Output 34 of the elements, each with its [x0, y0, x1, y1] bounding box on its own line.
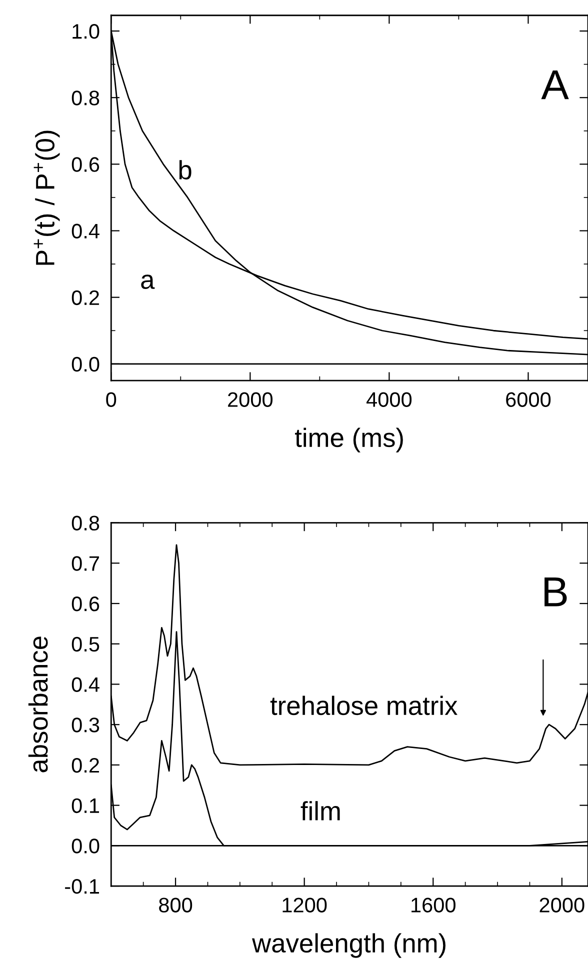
annotation: B: [544, 578, 567, 606]
x-tick-label: 6000: [506, 392, 551, 407]
y-tick-label: 1.0: [72, 24, 100, 39]
y-tick-label: 0.2: [72, 758, 99, 773]
y-tick-label: 0.0: [72, 356, 100, 372]
y-tick-label: 0.6: [72, 596, 100, 612]
x-tick-label: 1200: [282, 898, 327, 912]
y-tick-label: 0.0: [72, 838, 100, 854]
x-tick-label: 2000: [540, 898, 584, 912]
annotation: a: [141, 274, 155, 290]
y-tick-label: 0.4: [72, 224, 100, 239]
x-tick-label: 1600: [412, 898, 456, 912]
annotation: trehalose matrix: [270, 696, 458, 716]
y-tick-label: 0.6: [72, 157, 100, 172]
y-tick-label: -0.1: [65, 879, 100, 894]
annotation: A: [541, 70, 569, 100]
y-axis-title: P$^{+}$(t) / P$^{+}$(0): [34, 130, 60, 265]
x-tick-label: 800: [159, 898, 192, 912]
y-tick-label: 0.7: [72, 556, 99, 571]
x-tick-label: 2000: [228, 392, 273, 407]
x-tick-label: 4000: [366, 392, 412, 407]
y-tick-label: 0.8: [72, 516, 100, 531]
y-tick-label: 0.1: [72, 798, 100, 814]
x-tick-label: 0: [106, 392, 116, 407]
annotation: b: [179, 160, 192, 180]
annotation: film: [300, 801, 340, 820]
y-tick-label: 0.4: [72, 677, 100, 692]
x-axis-title: time (ms): [295, 428, 403, 452]
y-axis-title: absorbance: [28, 636, 48, 772]
y-tick-label: 0.3: [72, 718, 100, 732]
y-tick-label: 0.2: [72, 290, 99, 306]
y-tick-label: 0.8: [72, 90, 100, 106]
y-tick-label: 0.5: [72, 636, 100, 652]
x-axis-title: wavelength (nm): [252, 933, 446, 958]
